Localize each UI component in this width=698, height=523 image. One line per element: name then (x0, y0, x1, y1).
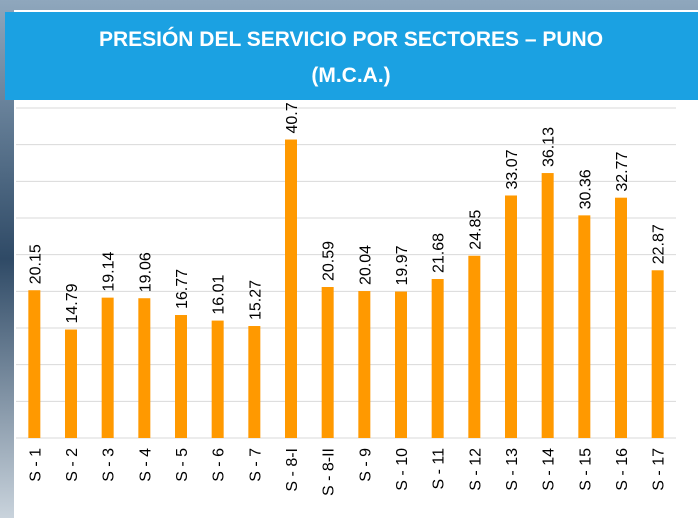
x-tick-label: S - 17 (651, 448, 668, 491)
value-label: 24.85 (467, 210, 484, 250)
value-label: 20.15 (27, 244, 44, 284)
x-tick-label: S - 8-I (284, 448, 301, 492)
chart-subtitle: (M.C.A.) (311, 64, 390, 87)
bar (101, 297, 114, 438)
value-label: 15.27 (247, 280, 264, 320)
bar (248, 326, 261, 438)
value-label: 14.79 (64, 283, 81, 323)
bar (285, 139, 297, 439)
x-tick-label: S - 1 (27, 448, 44, 482)
x-tick-label: S - 7 (247, 448, 264, 482)
value-label: 22.87 (651, 224, 668, 264)
bar (358, 291, 371, 438)
title-banner (5, 12, 698, 100)
bar (505, 195, 517, 438)
x-tick-label: S - 14 (541, 448, 558, 491)
value-label: 16.01 (211, 274, 228, 314)
bar (541, 173, 554, 438)
x-tick-label: S - 9 (357, 448, 374, 482)
x-tick-label: S - 6 (211, 448, 228, 482)
bar (395, 291, 407, 438)
value-label: 16.77 (174, 269, 191, 309)
x-tick-label: S - 11 (431, 448, 448, 490)
bar (431, 279, 444, 438)
bar (468, 255, 481, 438)
x-tick-label: S - 12 (467, 448, 484, 491)
bar (138, 298, 151, 438)
bar (28, 290, 41, 438)
value-label: 19.14 (101, 251, 118, 291)
x-tick-label: S - 16 (614, 448, 631, 491)
value-label: 36.13 (541, 127, 558, 167)
bar (615, 197, 627, 438)
value-label: 40.7 (284, 102, 301, 133)
x-tick-label: S - 3 (101, 448, 118, 482)
x-tick-label: S - 5 (174, 448, 191, 482)
x-tick-label: S - 2 (64, 448, 81, 482)
bar (175, 315, 187, 438)
bar (321, 287, 334, 438)
value-label: 19.06 (137, 252, 154, 292)
value-label: 33.07 (504, 149, 521, 189)
chart-title: PRESIÓN DEL SERVICIO POR SECTORES – PUNO (99, 27, 603, 51)
x-tick-label: S - 15 (577, 448, 594, 491)
bar (651, 270, 664, 438)
x-tick-label: S - 4 (137, 448, 154, 482)
value-label: 20.04 (357, 245, 374, 285)
x-tick-label: S - 10 (394, 448, 411, 491)
bar (578, 215, 591, 438)
bar (65, 329, 77, 438)
bar (211, 320, 224, 438)
value-label: 20.59 (321, 241, 338, 281)
x-tick-label: S - 8-II (321, 448, 338, 496)
value-label: 30.36 (577, 169, 594, 209)
x-tick-label: S - 13 (504, 448, 521, 491)
value-label: 32.77 (614, 152, 631, 192)
value-label: 19.97 (394, 245, 411, 285)
value-label: 21.68 (431, 233, 448, 273)
